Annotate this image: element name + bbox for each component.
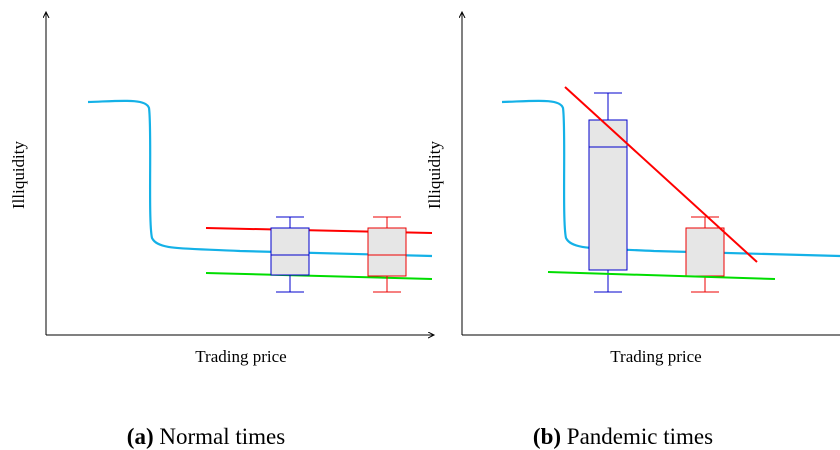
demand-curve bbox=[87, 99, 433, 258]
blue-boxplot bbox=[588, 92, 628, 293]
y-label: Illiquidity bbox=[9, 141, 28, 210]
caption-tag: (b) bbox=[533, 424, 561, 449]
blue-boxplot bbox=[270, 216, 310, 293]
caption: (a) Normal times bbox=[127, 424, 285, 449]
y-label: Illiquidity bbox=[425, 141, 444, 210]
red-line bbox=[564, 86, 758, 263]
caption: (b) Pandemic times bbox=[533, 424, 713, 449]
red-boxplot bbox=[685, 216, 725, 293]
caption-text: Normal times bbox=[159, 424, 285, 449]
demand-curve bbox=[501, 99, 840, 258]
panel-b: Illiquidity Trading price (b) Pandemic t… bbox=[425, 12, 840, 449]
x-label: Trading price bbox=[610, 347, 701, 366]
panel-a: Illiquidity Trading price (a) Normal tim… bbox=[9, 12, 434, 449]
green-line bbox=[547, 271, 776, 280]
x-label: Trading price bbox=[195, 347, 286, 366]
caption-tag: (a) bbox=[127, 424, 154, 449]
caption-text: Pandemic times bbox=[567, 424, 713, 449]
green-line bbox=[205, 272, 433, 280]
red-boxplot bbox=[367, 216, 407, 293]
